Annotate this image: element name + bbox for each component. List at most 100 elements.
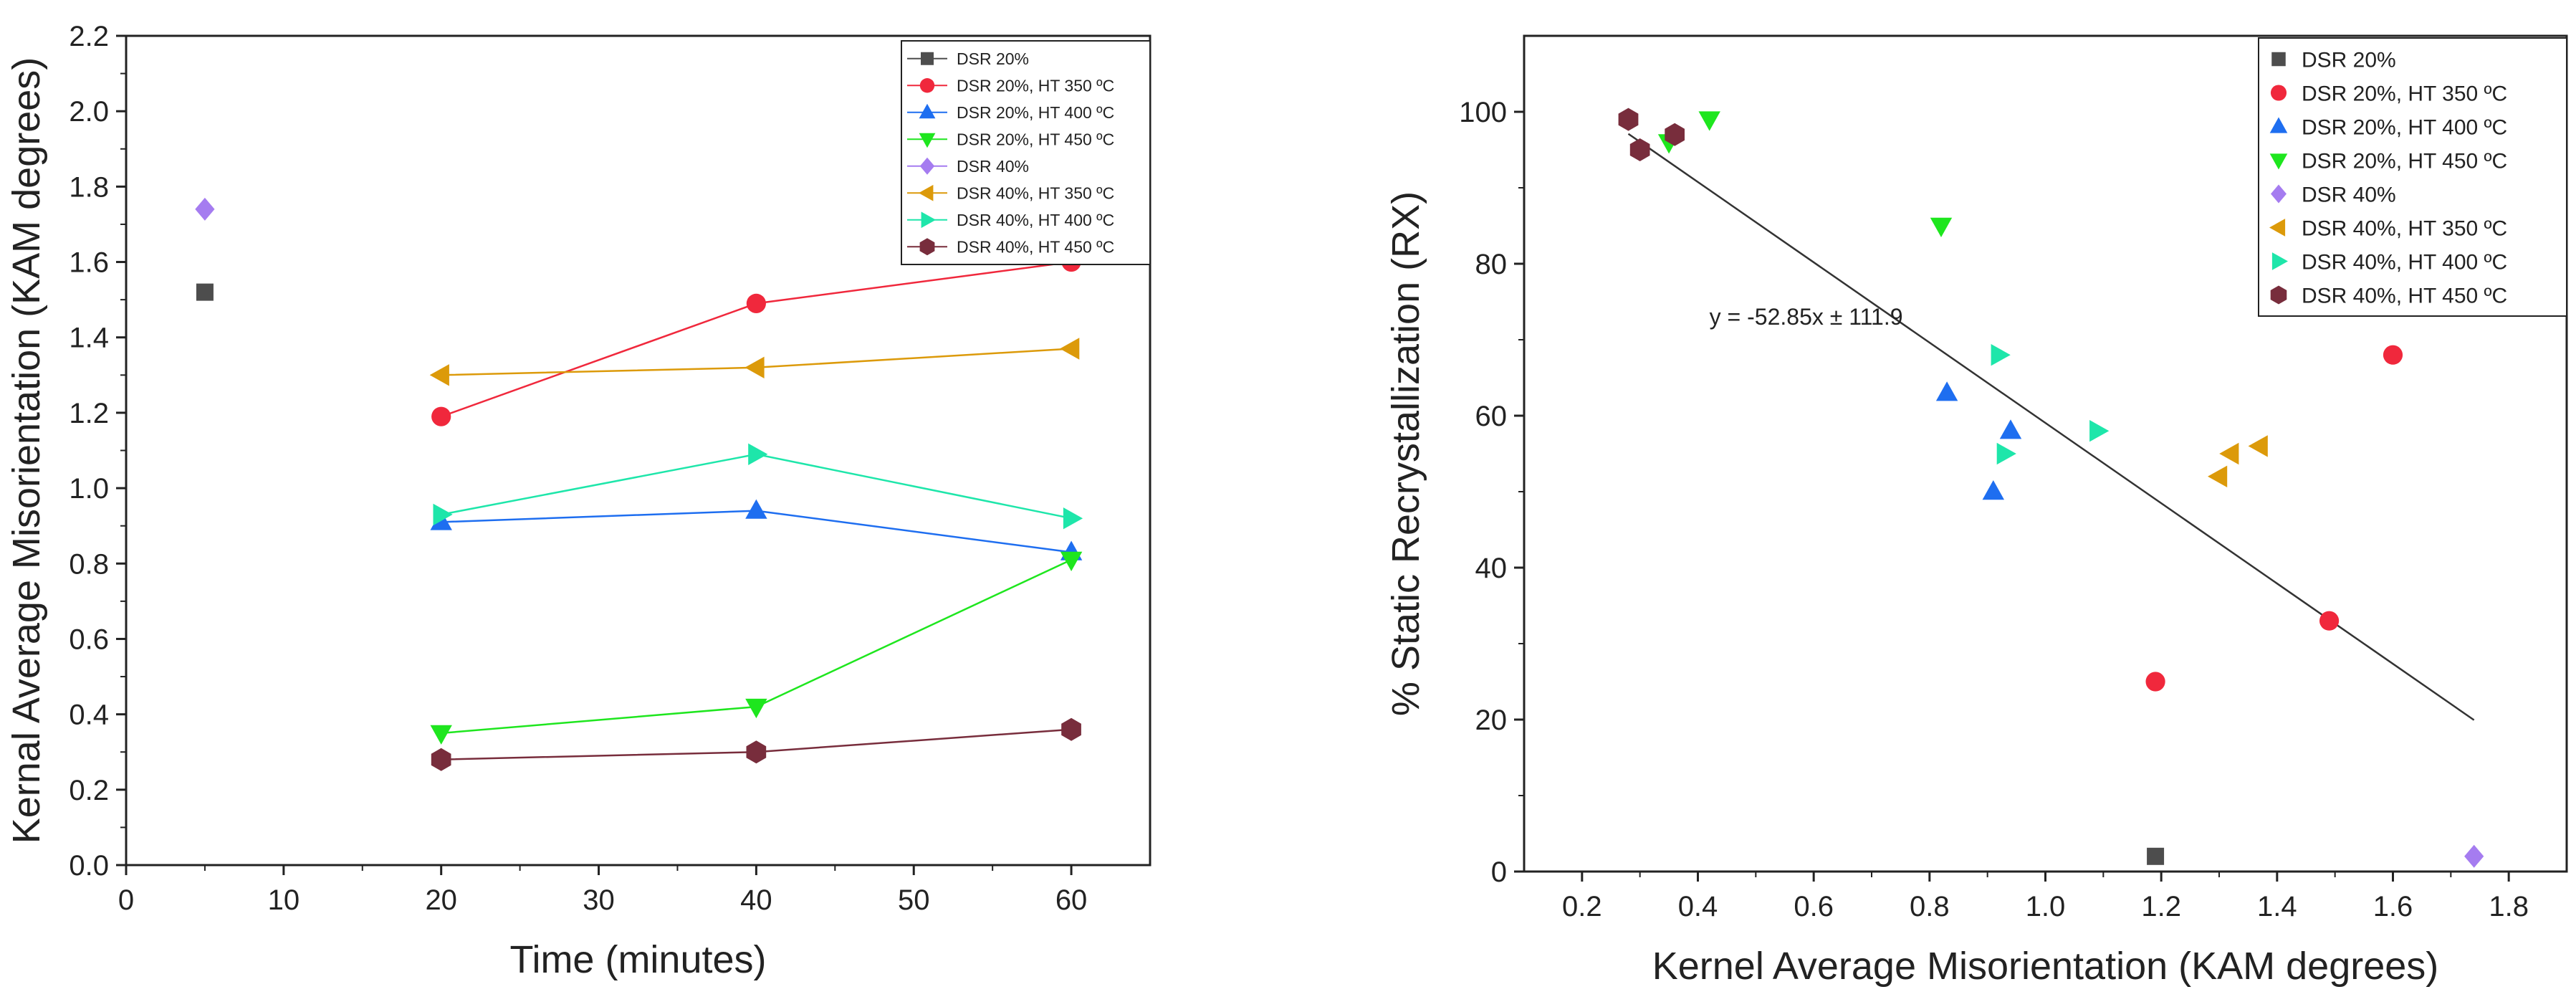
legend-marker bbox=[2269, 219, 2286, 237]
legend-label: DSR 20%, HT 350 ºC bbox=[2302, 82, 2507, 105]
y-tick-label: 1.2 bbox=[69, 398, 109, 429]
data-point-dsr-20-ht-350-c bbox=[746, 293, 766, 313]
legend-box bbox=[2258, 37, 2567, 317]
data-point-dsr-40-ht-400-c bbox=[748, 443, 768, 465]
x-tick-label: 50 bbox=[898, 884, 930, 916]
legend-label: DSR 40%, HT 400 ºC bbox=[2302, 250, 2507, 274]
data-point-dsr-40-ht-450-c bbox=[1061, 717, 1081, 741]
data-point-dsr-20-ht-350-c bbox=[2145, 672, 2165, 692]
data-point-dsr-20-ht-450-c bbox=[430, 725, 452, 745]
data-point-dsr-40-ht-450-c bbox=[746, 740, 767, 764]
data-point-dsr-40 bbox=[2464, 844, 2484, 868]
series-line-dsr-20-ht-350-c bbox=[441, 261, 1072, 418]
legend-box bbox=[901, 40, 1151, 265]
legend-label: DSR 40%, HT 350 ºC bbox=[957, 184, 1114, 203]
data-point-dsr-20-ht-450-c bbox=[1698, 111, 1720, 131]
data-point-dsr-40-ht-350-c bbox=[429, 364, 449, 386]
data-point-dsr-20-ht-400-c bbox=[1982, 480, 2004, 500]
y-tick-label: 0.6 bbox=[69, 624, 109, 655]
x-tick-label: 20 bbox=[425, 884, 457, 916]
kam-vs-time-chart: 0 10 20 30 40 50 60 0.0 0.2 0.4 0.6 0.8 1.0 1.2 1.4 1.6… bbox=[5, 21, 1151, 981]
legend-marker bbox=[2269, 153, 2288, 170]
legend-label: DSR 20%, HT 450 ºC bbox=[957, 130, 1114, 149]
data-point-dsr-40 bbox=[195, 197, 215, 221]
legend-marker bbox=[921, 52, 934, 65]
x-tick-label: 10 bbox=[268, 884, 300, 916]
legend-marker bbox=[919, 103, 936, 119]
legend-label: DSR 40%, HT 400 ºC bbox=[957, 211, 1114, 229]
x-tick-label: 0 bbox=[118, 884, 134, 916]
x-tick-label: 1.4 bbox=[2257, 891, 2297, 922]
legend-marker bbox=[2271, 184, 2287, 204]
legend-marker bbox=[919, 78, 935, 93]
y-tick-label: 2.0 bbox=[69, 96, 109, 128]
data-point-dsr-40-ht-400-c bbox=[1996, 442, 2016, 465]
y-tick-label: 60 bbox=[1475, 401, 1508, 432]
y-tick-label: 1.0 bbox=[69, 473, 109, 505]
x-tick-label: 0.8 bbox=[1910, 891, 1950, 922]
data-point-dsr-40-ht-350-c bbox=[1060, 338, 1080, 360]
legend-label: DSR 40%, HT 350 ºC bbox=[2302, 216, 2507, 240]
y-tick-label: 80 bbox=[1475, 249, 1508, 280]
data-point-dsr-40-ht-400-c bbox=[433, 503, 453, 526]
legend-marker bbox=[2269, 117, 2288, 133]
y-tick-label: 0.4 bbox=[69, 700, 109, 731]
x-axis-title: Kernel Average Misorientation (KAM degre… bbox=[1652, 945, 2439, 988]
data-point-dsr-20-ht-350-c bbox=[431, 406, 451, 426]
legend-marker bbox=[921, 211, 936, 229]
y-tick-label: 20 bbox=[1475, 705, 1508, 736]
data-point-dsr-40-ht-350-c bbox=[2219, 442, 2239, 465]
data-point-dsr-40-ht-350-c bbox=[2208, 465, 2228, 487]
y-tick-label: 40 bbox=[1475, 553, 1508, 584]
legend-marker bbox=[919, 238, 935, 256]
y-tick-label: 0.2 bbox=[69, 775, 109, 806]
y-tick-label: 1.8 bbox=[69, 171, 109, 203]
x-tick-label: 30 bbox=[583, 884, 615, 916]
data-point-dsr-20-ht-450-c bbox=[1060, 551, 1083, 571]
data-point-dsr-40-ht-400-c bbox=[2089, 420, 2110, 442]
data-point-dsr-20-ht-450-c bbox=[745, 698, 767, 719]
legend-label: DSR 40% bbox=[2302, 183, 2396, 206]
x-tick-label: 40 bbox=[740, 884, 772, 916]
data-point-dsr-40-ht-450-c bbox=[431, 748, 451, 771]
legend-marker bbox=[2271, 52, 2286, 67]
legend-marker bbox=[919, 133, 936, 148]
legend-marker bbox=[919, 184, 934, 201]
data-point-dsr-20 bbox=[196, 283, 214, 301]
legend-label: DSR 40% bbox=[957, 157, 1029, 176]
data-point-dsr-20-ht-400-c bbox=[1999, 419, 2022, 439]
data-point-dsr-40-ht-400-c bbox=[1063, 507, 1083, 530]
legend-label: DSR 20%, HT 400 ºC bbox=[957, 103, 1114, 122]
y-axis-title: Kernal Average Misorientation (KAM degre… bbox=[5, 57, 48, 844]
x-tick-label: 1.0 bbox=[2026, 891, 2066, 922]
data-point-dsr-40-ht-450-c bbox=[1629, 138, 1650, 161]
y-tick-label: 1.4 bbox=[69, 323, 109, 354]
legend-label: DSR 20% bbox=[2302, 48, 2396, 72]
legend-label: DSR 40%, HT 450 ºC bbox=[2302, 284, 2507, 307]
x-tick-label: 0.4 bbox=[1678, 891, 1718, 922]
y-tick-label: 100 bbox=[1459, 97, 1507, 128]
legend-marker bbox=[919, 157, 935, 175]
legend-marker bbox=[2271, 252, 2288, 270]
x-tick-label: 1.8 bbox=[2489, 891, 2529, 922]
y-axis-title: % Static Recrystallization (RX) bbox=[1384, 191, 1427, 716]
legend-label: DSR 40%, HT 450 ºC bbox=[957, 238, 1114, 257]
legend-label: DSR 20%, HT 400 ºC bbox=[2302, 115, 2507, 139]
x-tick-label: 0.2 bbox=[1562, 891, 1602, 922]
fit-equation: y = -52.85x ± 111.9 bbox=[1710, 304, 1903, 330]
data-point-dsr-40-ht-450-c bbox=[1665, 123, 1685, 146]
data-point-dsr-20-ht-350-c bbox=[2383, 345, 2403, 365]
x-tick-label: 0.6 bbox=[1794, 891, 1834, 922]
y-tick-label: 0.0 bbox=[69, 850, 109, 882]
data-point-dsr-20-ht-350-c bbox=[2319, 611, 2340, 631]
x-axis-title: Time (minutes) bbox=[509, 938, 766, 981]
y-tick-label: 2.2 bbox=[69, 21, 109, 52]
legend-label: DSR 20% bbox=[957, 49, 1029, 68]
data-point-dsr-40-ht-450-c bbox=[1618, 108, 1639, 131]
legend-marker bbox=[2270, 285, 2287, 305]
data-point-dsr-20-ht-450-c bbox=[1930, 217, 1953, 237]
legend-marker bbox=[2270, 85, 2287, 101]
x-tick-label: 1.6 bbox=[2373, 891, 2413, 922]
y-tick-label: 0 bbox=[1491, 856, 1507, 888]
